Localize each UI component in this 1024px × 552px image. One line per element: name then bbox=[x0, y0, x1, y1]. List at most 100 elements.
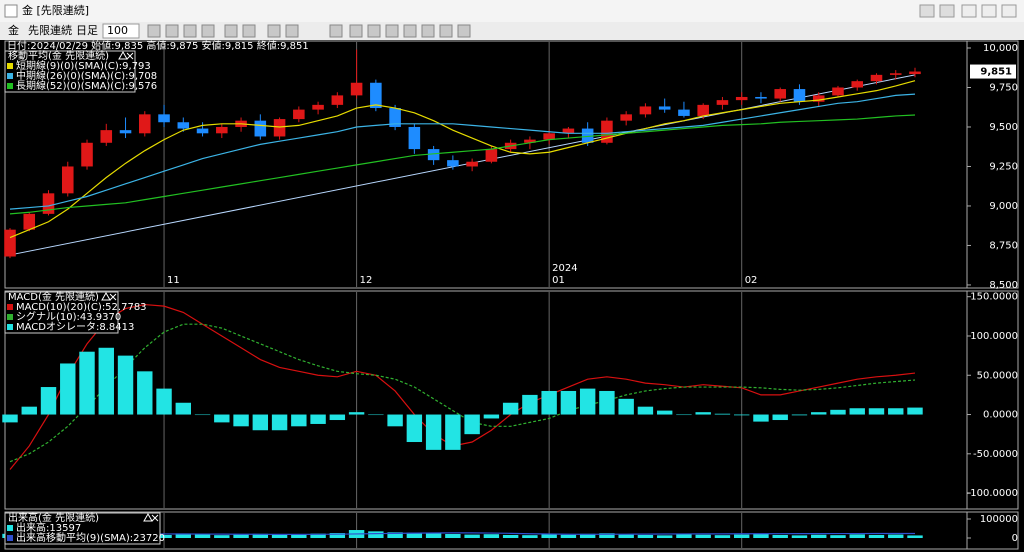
bar bbox=[599, 390, 615, 415]
collapse-button[interactable] bbox=[118, 50, 128, 60]
bar bbox=[599, 533, 615, 539]
candle-body bbox=[562, 128, 575, 134]
bar bbox=[811, 412, 827, 415]
candle-body bbox=[851, 81, 864, 88]
candle-body bbox=[909, 71, 921, 75]
close-button[interactable] bbox=[126, 52, 134, 60]
bar bbox=[271, 414, 288, 431]
bar bbox=[233, 414, 249, 427]
app-icon bbox=[4, 4, 18, 18]
collapse-button[interactable] bbox=[143, 512, 153, 522]
candle-body bbox=[389, 108, 401, 127]
series-line bbox=[9, 114, 916, 215]
bar bbox=[214, 414, 230, 423]
bar bbox=[676, 534, 692, 539]
legend-entry: 短期線(9)(0)(SMA)(C):9,793 bbox=[16, 59, 151, 72]
bar bbox=[637, 406, 654, 415]
bar bbox=[560, 534, 577, 539]
bar bbox=[830, 535, 846, 539]
bar bbox=[425, 533, 442, 539]
bar bbox=[291, 534, 307, 539]
link-button[interactable] bbox=[919, 4, 935, 18]
bar bbox=[214, 535, 230, 539]
bar bbox=[676, 414, 692, 416]
candle-body bbox=[331, 95, 344, 105]
x-tick-label: 02 bbox=[745, 275, 758, 286]
candle-body bbox=[812, 95, 825, 102]
bar bbox=[849, 408, 865, 415]
candle-body bbox=[524, 139, 536, 143]
candle-body bbox=[601, 120, 613, 143]
bar bbox=[368, 531, 384, 539]
panel-frame bbox=[4, 290, 1019, 510]
legend-box bbox=[4, 291, 119, 334]
panel-frame bbox=[4, 40, 1019, 289]
bar bbox=[252, 414, 269, 431]
period-select[interactable]: 日足 bbox=[76, 24, 98, 37]
candle-body bbox=[139, 114, 151, 134]
bar bbox=[483, 534, 500, 539]
candle-body bbox=[177, 122, 190, 129]
bar bbox=[329, 533, 346, 539]
year-label: 2024 bbox=[552, 263, 577, 274]
bar bbox=[637, 534, 654, 539]
close-button[interactable] bbox=[151, 514, 159, 522]
bar bbox=[483, 414, 500, 419]
legend-swatch bbox=[7, 73, 13, 79]
close-button[interactable] bbox=[1001, 4, 1017, 18]
count-box[interactable] bbox=[102, 23, 140, 39]
candle-body bbox=[273, 119, 286, 137]
toolbar-icons[interactable] bbox=[147, 24, 471, 38]
candle-body bbox=[254, 120, 267, 137]
y-tick-label: 8,750 bbox=[989, 240, 1018, 251]
bar bbox=[310, 414, 326, 424]
candle-body bbox=[485, 149, 498, 162]
series-line bbox=[9, 532, 916, 535]
unlink-button[interactable] bbox=[939, 4, 955, 18]
bar bbox=[194, 414, 211, 416]
bar bbox=[175, 402, 191, 415]
bar bbox=[522, 394, 538, 415]
bar bbox=[502, 402, 519, 415]
contract-select[interactable]: 先限連続 bbox=[28, 23, 72, 37]
candle-body bbox=[735, 96, 748, 101]
candle-body bbox=[81, 142, 93, 167]
maximize-button[interactable] bbox=[981, 4, 997, 18]
y-tick-label: 9,750 bbox=[989, 82, 1018, 93]
candle-body bbox=[466, 161, 478, 167]
legend-entry: 長期線(52)(0)(SMA)(C):9,576 bbox=[16, 79, 157, 92]
candle-body bbox=[581, 128, 594, 143]
bar bbox=[772, 534, 788, 539]
y-tick-label: -100.0000 bbox=[967, 488, 1018, 499]
collapse-button[interactable] bbox=[101, 291, 111, 301]
legend-box bbox=[4, 50, 136, 93]
close-button[interactable] bbox=[109, 293, 117, 301]
window-title: 金 [先限連続] bbox=[22, 3, 89, 17]
bar bbox=[21, 406, 37, 415]
y-tick-label: -50.0000 bbox=[973, 449, 1018, 460]
bar bbox=[156, 534, 172, 539]
candle-body bbox=[42, 193, 55, 214]
x-tick-label: 01 bbox=[552, 275, 565, 286]
minimize-button[interactable] bbox=[961, 4, 977, 18]
y-tick-label: 0 bbox=[1012, 533, 1018, 544]
y-tick-label: 100.0000 bbox=[970, 331, 1018, 342]
bar bbox=[522, 535, 538, 539]
y-tick-label: 100000 bbox=[980, 514, 1018, 525]
candle-body bbox=[658, 106, 671, 110]
bar bbox=[618, 398, 634, 415]
bar bbox=[445, 534, 461, 539]
bar bbox=[714, 413, 731, 415]
bar bbox=[753, 414, 769, 422]
bar bbox=[194, 534, 211, 539]
bar bbox=[445, 414, 461, 450]
symbol-select[interactable]: 金 bbox=[8, 23, 19, 37]
bar bbox=[753, 534, 769, 539]
legend-swatch bbox=[7, 314, 13, 320]
candle-body bbox=[639, 106, 652, 115]
bar bbox=[734, 414, 750, 416]
legend-entry: 中期線(26)(0)(SMA)(C):9,708 bbox=[16, 69, 157, 82]
bar bbox=[868, 534, 885, 539]
y-tick-label: 10,000 bbox=[983, 43, 1018, 54]
